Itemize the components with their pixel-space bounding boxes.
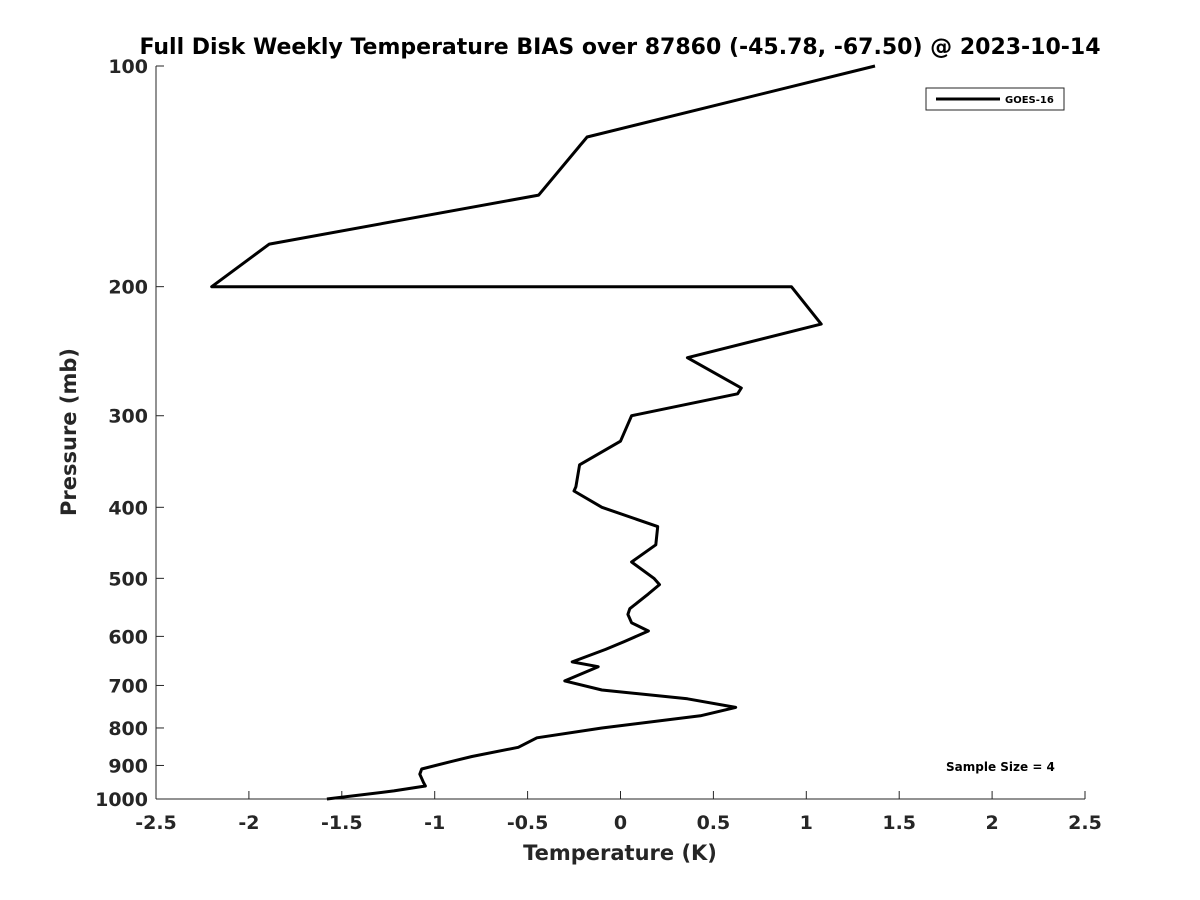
y-tick-label: 200 (108, 277, 148, 299)
y-axis-ticks: 100 200 300 400 500 600 700 800 900 1000 (95, 56, 164, 811)
y-axis-label: Pressure (mb) (57, 348, 81, 516)
sample-size-annotation: Sample Size = 4 (946, 760, 1055, 774)
chart-title: Full Disk Weekly Temperature BIAS over 8… (139, 35, 1100, 60)
x-tick-label: -1 (424, 812, 445, 834)
series-line-goes-16 (210, 64, 876, 801)
x-tick-label: -0.5 (507, 812, 549, 834)
x-axis-label: Temperature (K) (523, 841, 717, 865)
x-tick-label: -1.5 (321, 812, 363, 834)
y-tick-label: 100 (108, 56, 148, 78)
x-tick-label: 1 (800, 812, 813, 834)
x-tick-label: 2.5 (1068, 812, 1102, 834)
x-tick-label: -2.5 (135, 812, 177, 834)
legend-label-goes-16: GOES-16 (1005, 95, 1054, 106)
y-tick-label: 300 (108, 406, 148, 428)
x-axis-ticks: -2.5 -2 -1.5 -1 -0.5 0 0.5 1 1.5 2 2.5 (135, 791, 1102, 834)
plot-area: -2.5 -2 -1.5 -1 -0.5 0 0.5 1 1.5 2 2.5 100 200 300 40… (95, 56, 1102, 834)
y-tick-label: 400 (108, 497, 148, 519)
x-tick-label: 0.5 (697, 812, 731, 834)
x-tick-label: -2 (238, 812, 259, 834)
x-tick-label: 0 (614, 812, 627, 834)
legend: GOES-16 (925, 87, 1065, 111)
y-tick-label: 700 (108, 675, 148, 697)
x-tick-label: 2 (985, 812, 998, 834)
y-tick-label: 600 (108, 626, 148, 648)
x-tick-label: 1.5 (882, 812, 916, 834)
y-tick-label: 900 (108, 755, 148, 777)
y-tick-label: 1000 (95, 789, 148, 811)
y-tick-label: 500 (108, 568, 148, 590)
y-tick-label: 800 (108, 718, 148, 740)
